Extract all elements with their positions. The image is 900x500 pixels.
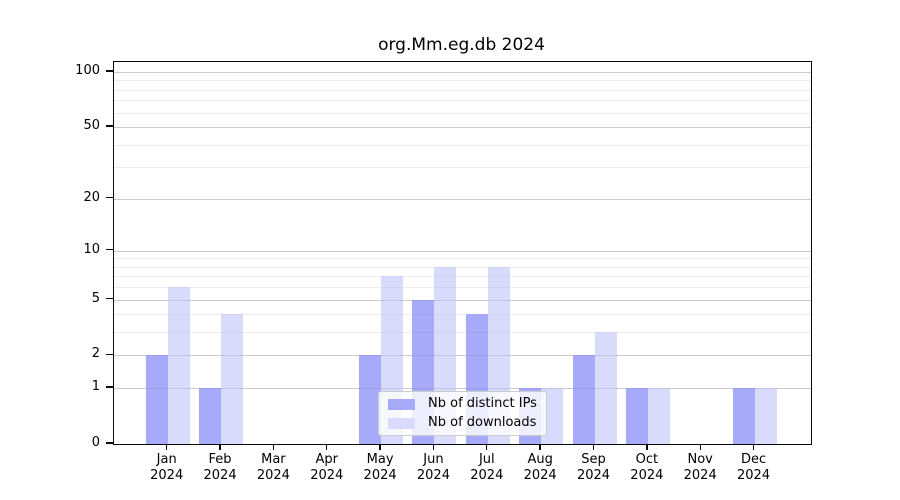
gridline-major [114, 388, 811, 390]
x-tick-mark [432, 444, 435, 450]
bar-downloads-dec [754, 388, 777, 444]
x-tick-label: Apr 2024 [310, 452, 344, 483]
gridline-minor [114, 314, 811, 316]
y-tick-mark [106, 386, 113, 388]
gridline-minor [114, 100, 811, 102]
x-tick-mark [699, 444, 701, 450]
legend: Nb of distinct IPs Nb of downloads [378, 391, 547, 436]
x-tick-mark [326, 444, 328, 450]
bar-distinct-ips-may [359, 355, 382, 444]
x-tick-mark [166, 444, 168, 450]
legend-swatch-distinct-ips [388, 398, 415, 410]
y-tick-label: 2 [91, 346, 100, 362]
y-tick-mark [106, 297, 113, 300]
legend-swatch-downloads [388, 417, 415, 429]
gridline-minor [114, 167, 811, 169]
x-tick-mark [592, 444, 595, 450]
gridline-minor [114, 144, 811, 146]
gridline-minor [114, 332, 811, 334]
y-tick-mark [106, 70, 113, 72]
x-tick-label: Sep 2024 [576, 452, 611, 483]
x-tick-label: May 2024 [363, 452, 397, 483]
x-tick-mark [539, 444, 541, 450]
y-tick-label: 10 [83, 241, 100, 257]
y-tick-label: 100 [75, 63, 100, 78]
legend-item-distinct-ips: Nb of distinct IPs [388, 397, 537, 411]
bar-downloads-jan [167, 287, 190, 444]
x-tick-label: Mar 2024 [256, 452, 290, 483]
x-tick-mark [646, 444, 648, 450]
x-tick-label: Jul 2024 [470, 452, 504, 483]
gridline-major [114, 198, 811, 200]
gridline-minor [114, 258, 811, 260]
bar-distinct-ips-jan [145, 355, 168, 444]
gridline-minor [114, 287, 811, 289]
x-tick-label: Jun 2024 [416, 452, 450, 483]
bar-downloads-sep [594, 332, 617, 444]
gridline-major [114, 127, 811, 129]
y-tick-label: 0 [91, 435, 100, 450]
y-tick-mark [106, 196, 113, 199]
gridline-major [114, 72, 811, 73]
x-tick-label: Oct 2024 [630, 452, 664, 483]
gridline-minor [114, 89, 811, 91]
x-tick-label: Dec 2024 [737, 452, 771, 483]
bar-distinct-ips-feb [199, 388, 222, 444]
x-tick-mark [219, 444, 221, 450]
x-tick-label: Nov 2024 [683, 452, 717, 483]
x-tick-mark [272, 444, 275, 450]
y-tick-mark [106, 353, 113, 356]
legend-label-distinct-ips: Nb of distinct IPs [428, 396, 537, 411]
x-tick-label: Jan 2024 [150, 452, 184, 483]
legend-label-downloads: Nb of downloads [428, 415, 537, 430]
y-tick-mark [106, 442, 113, 444]
gridline-minor [114, 266, 811, 268]
y-tick-mark [106, 125, 113, 127]
y-tick-label: 5 [91, 290, 100, 306]
y-tick-mark [106, 249, 113, 251]
y-tick-label: 1 [91, 379, 100, 395]
bar-downloads-oct [647, 388, 670, 444]
plot-area [113, 61, 812, 445]
gridline-minor [114, 112, 811, 114]
y-tick-label: 20 [83, 189, 100, 205]
gridline-major [114, 355, 811, 357]
gridline-minor [114, 80, 811, 82]
gridline-minor [114, 276, 811, 278]
bar-distinct-ips-dec [732, 388, 755, 444]
x-tick-label: Aug 2024 [523, 452, 557, 483]
y-tick-label: 50 [83, 118, 100, 134]
bar-distinct-ips-oct [625, 388, 648, 444]
chart-title: org.Mm.eg.db 2024 [378, 35, 545, 55]
x-tick-label: Feb 2024 [203, 452, 237, 483]
legend-item-downloads: Nb of downloads [388, 416, 537, 430]
gridline-major [114, 250, 811, 252]
bar-distinct-ips-sep [572, 355, 595, 444]
x-tick-mark [486, 444, 488, 450]
bar-downloads-feb [221, 314, 244, 444]
x-tick-mark [379, 444, 381, 450]
gridline-major [114, 299, 811, 301]
x-tick-mark [752, 444, 755, 450]
